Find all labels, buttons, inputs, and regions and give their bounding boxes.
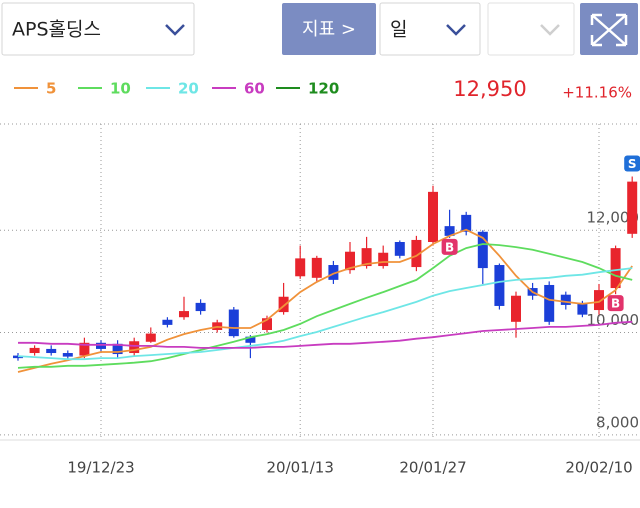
candle-body	[46, 348, 57, 354]
period-label: 일	[390, 19, 407, 41]
candle-body	[511, 295, 521, 322]
candle-body	[112, 343, 123, 355]
candle-body	[345, 251, 355, 271]
x-tick-label: 20/02/10	[565, 459, 632, 477]
signal-marker	[624, 155, 640, 172]
candle-body	[162, 319, 173, 325]
candle-body	[328, 265, 339, 280]
indicator-button[interactable]: 지표 >	[282, 3, 376, 55]
candle-body	[594, 290, 604, 311]
candle-body	[627, 181, 638, 234]
y-tick-label: 10,000	[587, 311, 640, 329]
candle-body	[79, 342, 90, 356]
signal-label: B	[445, 240, 454, 254]
candle-body	[228, 309, 239, 337]
candle-body	[361, 248, 372, 267]
candle-body	[311, 257, 322, 278]
candle-body	[145, 333, 156, 342]
period-dropdown[interactable]: 일	[379, 2, 481, 56]
y-tick-label: 8,000	[596, 413, 639, 431]
expand-button[interactable]	[580, 3, 638, 55]
candle-body	[394, 242, 405, 256]
candle-body	[179, 311, 189, 318]
legend-label: 5	[46, 80, 56, 98]
dropdown-box[interactable]	[379, 2, 481, 56]
candle-body	[411, 239, 422, 268]
candle-body	[428, 191, 438, 242]
candle-body	[129, 341, 140, 354]
x-tick-label: 20/01/27	[399, 459, 466, 477]
candle-body	[245, 336, 256, 343]
x-tick-label: 20/01/13	[267, 459, 334, 477]
candle-body	[544, 284, 555, 322]
ma-line	[17, 243, 633, 369]
chevron	[540, 24, 560, 36]
candle-body	[378, 252, 389, 267]
legend-label: 120	[308, 80, 339, 98]
candle-body	[477, 231, 488, 269]
candle-body	[195, 302, 206, 312]
expand-icon	[590, 13, 628, 47]
x-tick-label: 19/12/23	[67, 459, 134, 477]
signal-label: S	[628, 157, 637, 171]
price: 12,950	[453, 77, 526, 101]
dropdown-box[interactable]	[1, 2, 195, 56]
empty-dropdown[interactable]	[487, 2, 575, 56]
change: +11.16%	[562, 84, 632, 102]
candle-body	[577, 302, 588, 315]
dropdown-box[interactable]	[487, 2, 575, 56]
legend-label: 10	[110, 80, 131, 98]
candle-body	[278, 296, 289, 313]
candle-body	[62, 353, 73, 357]
button-label: 지표 >	[302, 19, 356, 40]
chevron	[446, 24, 466, 36]
candle-body	[262, 318, 272, 330]
candle-body	[461, 214, 472, 232]
chevron	[165, 24, 185, 36]
ma-line	[17, 228, 633, 373]
candle-body	[610, 248, 621, 289]
signal-label: B	[611, 297, 620, 311]
legend-label: 60	[244, 80, 265, 98]
candle-body	[96, 342, 106, 349]
button-box[interactable]	[282, 3, 376, 55]
stock-dropdown[interactable]: APS홀딩스	[1, 2, 195, 56]
y-tick-label: 12,000	[587, 209, 640, 227]
ma-line	[18, 320, 633, 349]
stock-name: APS홀딩스	[12, 19, 101, 41]
ma-line	[17, 267, 633, 361]
signal-marker	[607, 295, 624, 312]
legend-label: 20	[178, 80, 199, 98]
candle-body	[295, 258, 306, 277]
signal-marker	[441, 238, 458, 255]
candle-body	[444, 226, 455, 236]
candle-body	[560, 294, 571, 305]
candle-body	[29, 347, 40, 354]
candle-body	[494, 265, 505, 306]
